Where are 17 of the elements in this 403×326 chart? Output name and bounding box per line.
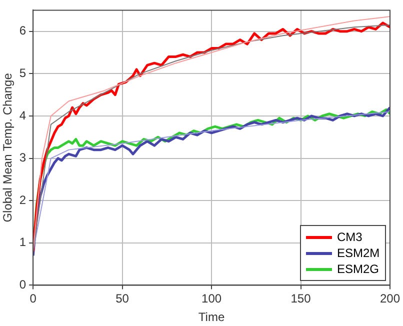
legend-label: CM3 <box>336 230 362 244</box>
y-tick-label: 2 <box>19 192 26 207</box>
x-tick-label: 100 <box>202 292 222 306</box>
y-tick-label: 0 <box>19 278 26 292</box>
x-tick-label: 150 <box>290 292 312 306</box>
x-tick-label: 0 <box>30 292 37 306</box>
x-tick-label: 50 <box>116 292 130 306</box>
x-axis-title: Time <box>198 310 225 324</box>
y-tick-label: 3 <box>19 150 26 165</box>
y-tick-label: 5 <box>19 66 26 80</box>
y-tick-label: 6 <box>19 24 26 38</box>
x-tick-label: 200 <box>380 292 400 306</box>
y-tick-label: 1 <box>19 235 26 250</box>
legend-label: ESM2M <box>336 246 380 260</box>
legend-label: ESM2G <box>336 262 379 276</box>
y-axis-title: Global Mean Temp. Change <box>0 72 15 222</box>
y-tick-label: 4 <box>19 108 26 122</box>
